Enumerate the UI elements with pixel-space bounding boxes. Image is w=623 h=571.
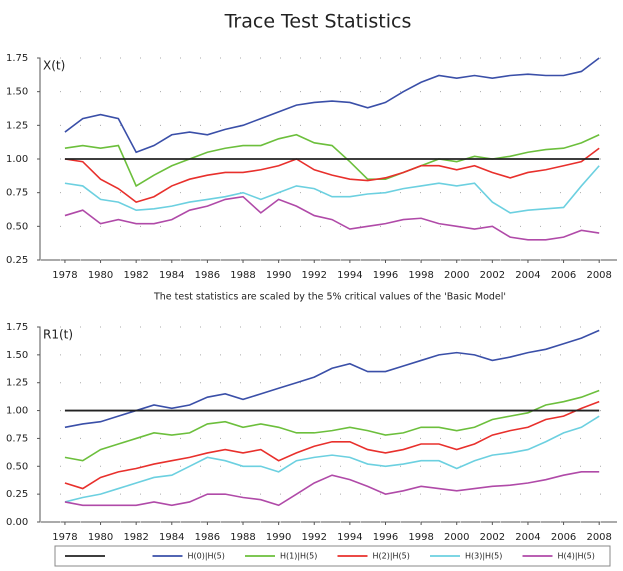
y-tick-label: 1.00 xyxy=(6,406,28,417)
x-tick-label: 1984 xyxy=(159,270,184,281)
y-tick-label: 1.25 xyxy=(6,378,28,389)
series-line xyxy=(64,195,600,241)
x-tick-label: 2006 xyxy=(551,270,576,281)
x-tick-label: 1996 xyxy=(373,532,398,543)
x-tick-label: 2008 xyxy=(586,532,611,543)
x-tick-label: 1988 xyxy=(230,270,255,281)
series-line xyxy=(64,57,600,154)
x-tick-label: 1988 xyxy=(230,532,255,543)
legend-label: H(2)|H(5) xyxy=(373,552,410,561)
series-line xyxy=(64,415,600,503)
x-tick-label: 2004 xyxy=(515,270,540,281)
series-line xyxy=(64,147,600,203)
x-tick-label: 1994 xyxy=(337,532,362,543)
y-tick-label: 0.50 xyxy=(6,461,28,472)
x-tick-label: 1982 xyxy=(123,270,148,281)
x-tick-label: 2008 xyxy=(586,270,611,281)
series-line xyxy=(64,133,600,188)
x-tick-label: 1996 xyxy=(373,270,398,281)
x-tick-label: 1998 xyxy=(408,270,433,281)
x-tick-label: 1992 xyxy=(302,532,327,543)
series-line xyxy=(64,329,600,429)
y-tick-label: 0.00 xyxy=(6,517,28,528)
x-tick-label: 2006 xyxy=(551,532,576,543)
series-line xyxy=(64,471,600,507)
x-tick-label: 1998 xyxy=(408,532,433,543)
x-tick-label: 2004 xyxy=(515,532,540,543)
y-tick-label: 1.00 xyxy=(6,154,28,165)
x-tick-label: 1994 xyxy=(337,270,362,281)
legend-label: H(0)|H(5) xyxy=(188,552,225,561)
y-tick-label: 1.50 xyxy=(6,350,28,361)
series-line xyxy=(64,400,600,490)
series-line xyxy=(64,165,600,214)
x-tick-label: 1990 xyxy=(266,270,291,281)
y-tick-label: 0.75 xyxy=(6,188,28,199)
x-tick-label: 1984 xyxy=(159,532,184,543)
panel-label: X(t) xyxy=(43,59,65,73)
y-tick-label: 1.75 xyxy=(6,322,28,333)
panel-label: R1(t) xyxy=(43,328,73,342)
x-tick-label: 1978 xyxy=(52,270,77,281)
y-tick-label: 0.50 xyxy=(6,221,28,232)
y-tick-label: 0.75 xyxy=(6,433,28,444)
y-tick-label: 0.25 xyxy=(6,489,28,500)
y-tick-label: 1.50 xyxy=(6,87,28,98)
x-tick-label: 2002 xyxy=(480,532,505,543)
y-tick-label: 0.25 xyxy=(6,255,28,266)
x-tick-label: 1986 xyxy=(195,532,220,543)
x-tick-label: 1980 xyxy=(88,532,113,543)
x-tick-label: 1980 xyxy=(88,270,113,281)
x-tick-label: 1986 xyxy=(195,270,220,281)
legend-label: H(1)|H(5) xyxy=(280,552,317,561)
series-line xyxy=(64,389,600,462)
legend-label: H(4)|H(5) xyxy=(558,552,595,561)
x-tick-label: 1992 xyxy=(302,270,327,281)
x-tick-label: 1978 xyxy=(52,532,77,543)
x-tick-label: 2000 xyxy=(444,270,469,281)
x-tick-label: 1982 xyxy=(123,532,148,543)
legend-label: H(3)|H(5) xyxy=(465,552,502,561)
page-title: Trace Test Statistics xyxy=(224,11,412,33)
x-tick-label: 2002 xyxy=(480,270,505,281)
legend-box xyxy=(54,545,611,567)
x-tick-label: 2000 xyxy=(444,532,469,543)
note: The test statistics are scaled by the 5%… xyxy=(153,292,506,303)
y-tick-label: 1.25 xyxy=(6,120,28,131)
x-tick-label: 1990 xyxy=(266,532,291,543)
y-tick-label: 1.75 xyxy=(6,53,28,64)
